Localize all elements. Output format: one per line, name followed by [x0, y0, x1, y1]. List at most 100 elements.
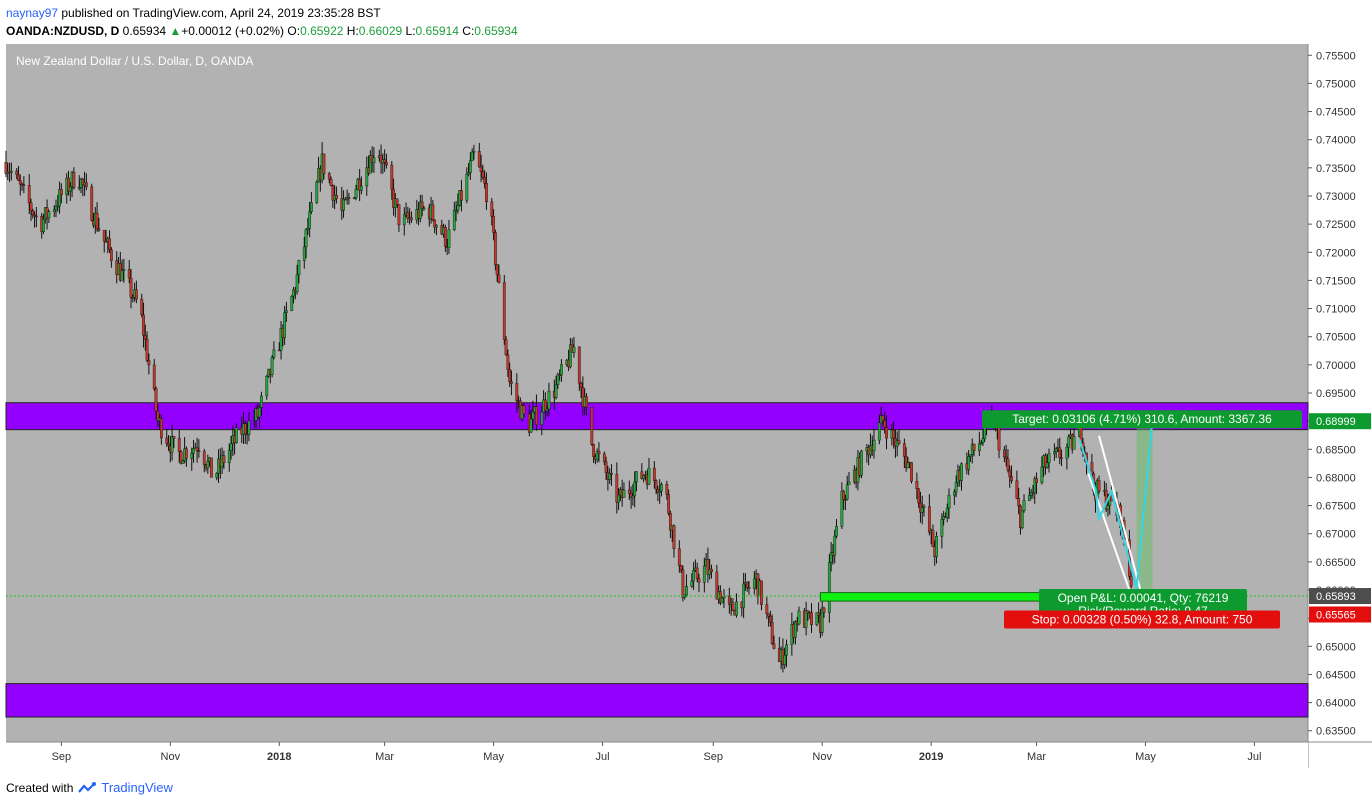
open-label: O: — [287, 24, 301, 38]
candle-body — [904, 456, 908, 469]
candle-body — [531, 411, 535, 420]
candle-body — [940, 519, 944, 537]
candle-body — [760, 580, 763, 605]
candle-body — [472, 151, 476, 153]
candle-body — [277, 349, 281, 352]
y-tick-label: 0.68000 — [1316, 472, 1356, 484]
candle-body — [910, 462, 913, 482]
candle-body — [604, 461, 608, 473]
candle-body — [292, 289, 295, 297]
candle-body — [372, 157, 376, 164]
candle-body — [883, 420, 887, 428]
candle-body — [202, 451, 206, 466]
y-tick-label: 0.72500 — [1316, 219, 1356, 231]
candle-body — [568, 344, 572, 368]
candle-body — [67, 177, 70, 192]
candle-body — [610, 473, 613, 475]
candle-body — [322, 153, 326, 174]
candle-body — [84, 182, 88, 188]
candle-body — [827, 562, 831, 613]
candle-body — [952, 491, 956, 496]
candle-body — [17, 174, 20, 181]
candle-body — [660, 484, 663, 492]
change-label: +0.00012 (+0.02%) — [181, 24, 285, 38]
candle-body — [665, 484, 669, 495]
candle-body — [572, 346, 576, 353]
candle-body — [22, 184, 26, 186]
candle-body — [1008, 469, 1012, 477]
candle-body — [152, 364, 156, 389]
candle-body — [102, 230, 106, 242]
candle-body — [1033, 478, 1037, 493]
candle-body — [229, 443, 233, 451]
candle-body — [310, 202, 313, 212]
candle-body — [431, 204, 435, 221]
candle-body — [258, 407, 262, 418]
candle-body — [147, 360, 151, 366]
candle-body — [134, 289, 138, 300]
candle-body — [397, 204, 401, 226]
candle-body — [190, 452, 194, 459]
y-tick-label: 0.70500 — [1316, 332, 1356, 344]
low-label: L: — [405, 24, 416, 38]
candle-body — [627, 489, 631, 494]
candle-body — [804, 610, 808, 628]
time-axis[interactable]: Sep Nov 2018 Mar May Jul Sep Nov 2019 Mar May Jul — [52, 742, 1262, 763]
candle-body — [1067, 436, 1071, 448]
y-tick-label: 0.73000 — [1316, 191, 1356, 203]
candle-body — [785, 644, 788, 656]
candle-body — [783, 654, 787, 665]
candle-body — [556, 374, 560, 385]
candle-body — [58, 189, 61, 207]
candle-body — [290, 295, 294, 311]
candle-body — [727, 595, 731, 605]
price-axis-background[interactable] — [1308, 44, 1372, 742]
candle-body — [295, 274, 299, 292]
candle-body — [129, 277, 133, 298]
candle-body — [906, 462, 910, 469]
candle-body — [127, 269, 131, 279]
candle-body — [622, 489, 626, 498]
x-tick-label: Jul — [595, 751, 609, 763]
candle-body — [143, 335, 147, 340]
candle-body — [690, 580, 694, 587]
candle-body — [252, 419, 256, 422]
price-axis[interactable]: 0.635000.640000.645000.650000.655000.660… — [1308, 50, 1371, 738]
candle-body — [652, 467, 656, 481]
candle-body — [259, 395, 263, 408]
candle-body — [447, 229, 451, 248]
candle-body — [47, 211, 51, 219]
target-label — [982, 410, 1302, 429]
time-axis-background[interactable] — [6, 742, 1308, 768]
candle-body — [460, 190, 463, 201]
candle-body — [243, 423, 247, 435]
lower-support-zone — [5, 683, 1309, 718]
candle-body — [597, 451, 601, 455]
author-link[interactable]: naynay97 — [6, 6, 59, 20]
candle-body — [379, 155, 383, 164]
candle-body — [1106, 505, 1110, 510]
candle-body — [695, 567, 699, 579]
candle-body — [120, 270, 124, 281]
high-value: 0.66029 — [358, 24, 403, 38]
candle-body — [422, 207, 426, 210]
candle-body — [131, 297, 135, 299]
tradingview-link[interactable]: TradingView — [101, 780, 173, 795]
candle-body — [947, 494, 951, 509]
candle-body — [1006, 458, 1010, 471]
y-tick-label: 0.64000 — [1316, 698, 1356, 710]
candle-body — [468, 160, 472, 173]
candle-body — [815, 612, 819, 625]
candle-body — [247, 420, 251, 435]
candle-body — [329, 179, 333, 186]
candle-body — [1010, 476, 1013, 481]
plot-background[interactable] — [6, 44, 1308, 742]
candle-body — [540, 411, 544, 426]
candle-body — [177, 438, 181, 452]
candle-body — [485, 183, 488, 203]
candle-body — [629, 493, 633, 498]
candle-body — [465, 173, 469, 201]
candle-body — [467, 172, 470, 175]
candle-body — [77, 187, 81, 189]
